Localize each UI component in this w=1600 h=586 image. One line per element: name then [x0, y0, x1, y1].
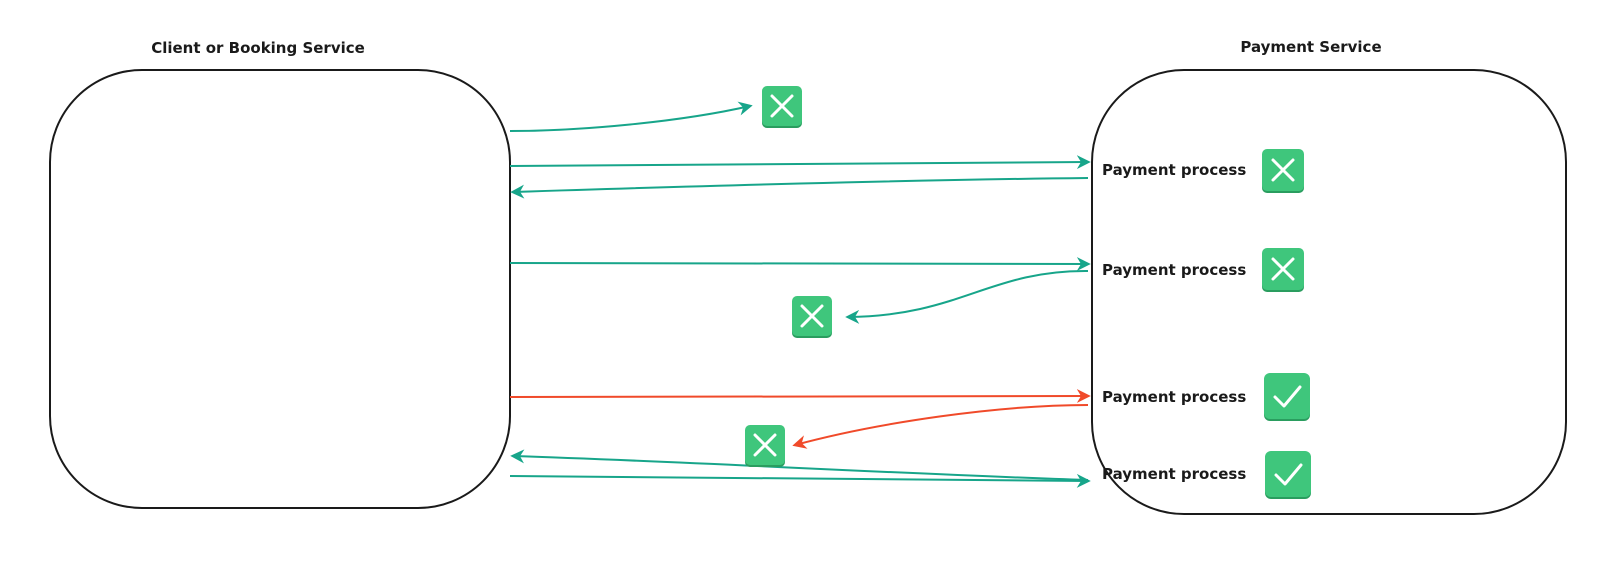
payment-process-label: Payment process: [1102, 388, 1246, 406]
payment-process-label: Payment process: [1102, 465, 1246, 483]
flow-request-lost: [509, 101, 753, 132]
flow-request-4: [509, 389, 1091, 404]
payment-process-row: Payment process: [1102, 149, 1304, 193]
flow-request-5: [509, 473, 1091, 488]
check-icon: [1265, 451, 1311, 499]
payment-service-title: Payment Service: [1240, 38, 1381, 56]
flow-response-2: [510, 177, 1089, 199]
flow-response-3-lost: [845, 269, 1089, 324]
flow-request-3: [509, 256, 1091, 271]
client-service-box: [49, 69, 511, 509]
client-service-title: Client or Booking Service: [151, 39, 365, 57]
payment-process-row: Payment process: [1102, 373, 1310, 421]
cross-icon: [762, 86, 802, 128]
check-icon: [1264, 373, 1310, 421]
payment-process-label: Payment process: [1102, 161, 1246, 179]
cross-icon: [1262, 248, 1304, 292]
flow-response-5: [510, 449, 1089, 481]
cross-icon: [792, 296, 832, 338]
flow-request-2: [509, 155, 1091, 170]
payment-process-row: Payment process: [1102, 451, 1311, 499]
payment-process-label: Payment process: [1102, 261, 1246, 279]
payment-service-box: [1091, 69, 1567, 515]
payment-process-row: Payment process: [1102, 248, 1304, 292]
cross-icon: [745, 425, 785, 467]
cross-icon: [1262, 149, 1304, 193]
flow-response-4-lost: [792, 404, 1089, 449]
